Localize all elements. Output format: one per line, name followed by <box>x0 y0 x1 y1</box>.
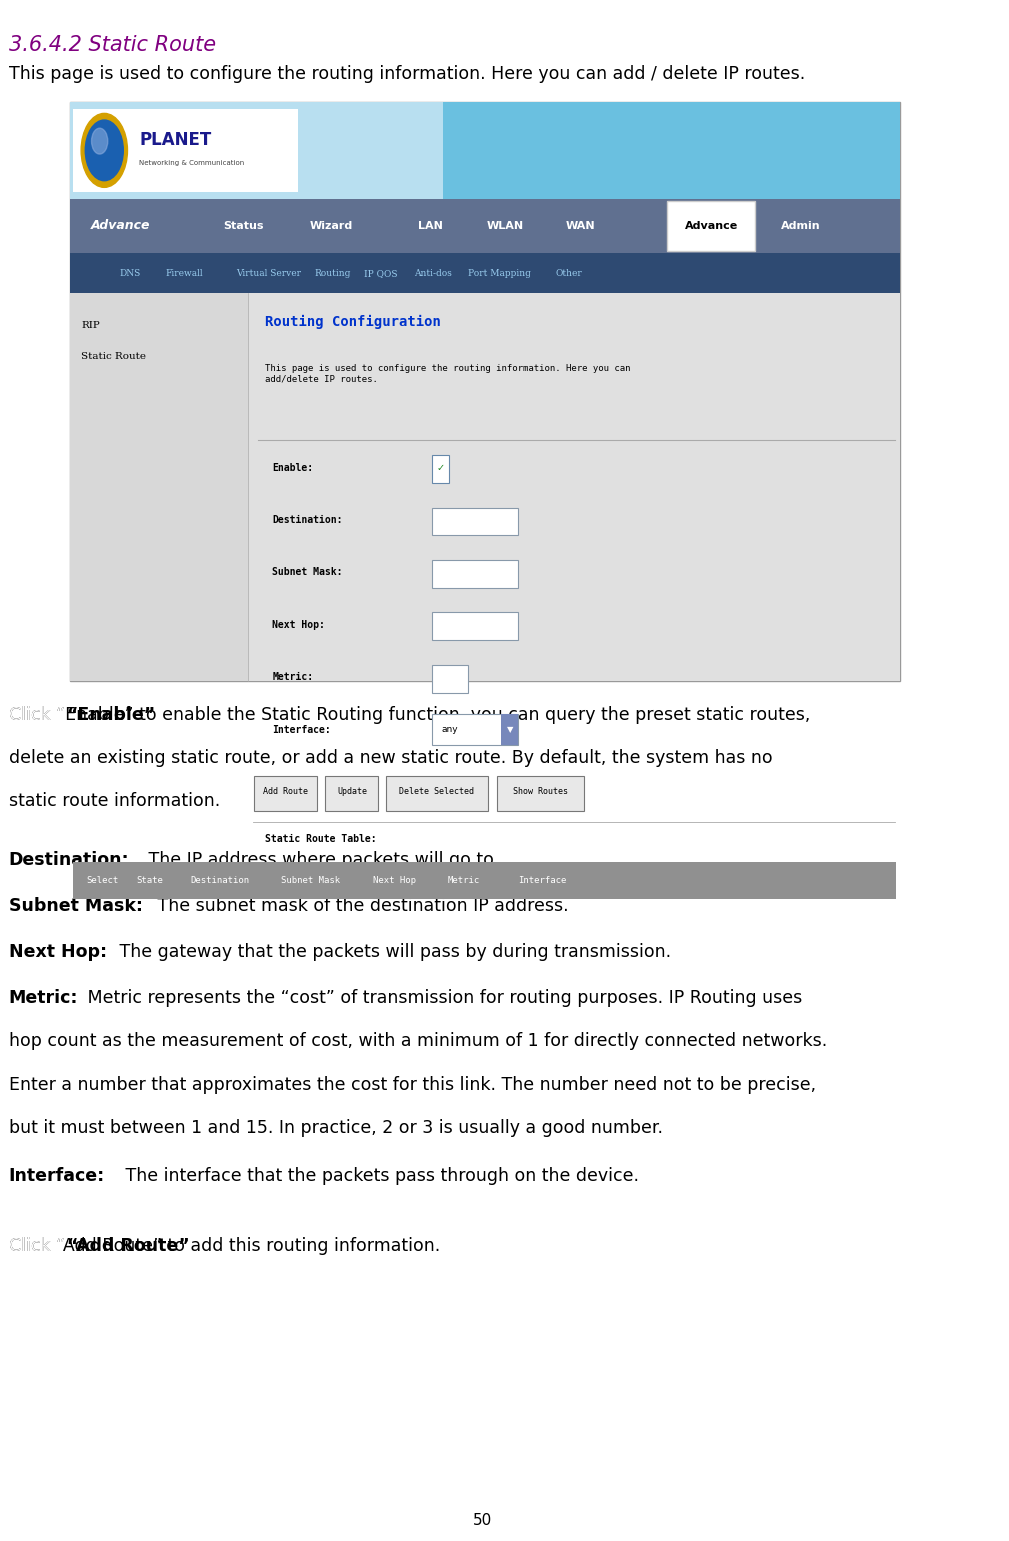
Text: Advance: Advance <box>91 219 150 233</box>
Text: Anti-dos: Anti-dos <box>414 268 452 277</box>
FancyBboxPatch shape <box>432 559 519 587</box>
Text: 3.6.4.2 Static Route: 3.6.4.2 Static Route <box>9 35 216 55</box>
Text: Subnet Mask:: Subnet Mask: <box>9 897 142 915</box>
FancyBboxPatch shape <box>248 293 900 681</box>
Text: Metric represents the “cost” of transmission for routing purposes. IP Routing us: Metric represents the “cost” of transmis… <box>82 989 802 1008</box>
Text: but it must between 1 and 15. In practice, 2 or 3 is usually a good number.: but it must between 1 and 15. In practic… <box>9 1119 663 1137</box>
Text: any: any <box>441 726 458 734</box>
Text: Delete Selected: Delete Selected <box>400 787 474 795</box>
Text: Enable:: Enable: <box>272 462 314 473</box>
Text: Firewall: Firewall <box>165 268 203 277</box>
Text: Wizard: Wizard <box>310 220 353 231</box>
FancyBboxPatch shape <box>74 109 298 191</box>
Text: PLANET: PLANET <box>139 131 211 148</box>
FancyBboxPatch shape <box>432 455 449 482</box>
Text: Next Hop: Next Hop <box>372 877 416 885</box>
Text: LAN: LAN <box>419 220 443 231</box>
FancyBboxPatch shape <box>254 775 317 811</box>
FancyBboxPatch shape <box>501 713 519 744</box>
Text: The subnet mask of the destination IP address.: The subnet mask of the destination IP ad… <box>151 897 568 915</box>
Text: Port Mapping: Port Mapping <box>468 268 531 277</box>
Text: Subnet Mask:: Subnet Mask: <box>272 567 343 578</box>
Text: static route information.: static route information. <box>9 792 220 811</box>
FancyBboxPatch shape <box>432 612 519 640</box>
Text: Update: Update <box>337 787 367 795</box>
Text: Select: Select <box>86 877 118 885</box>
FancyBboxPatch shape <box>70 293 248 681</box>
Text: RIP: RIP <box>81 321 100 330</box>
Text: WAN: WAN <box>565 220 595 231</box>
Text: Click “Add Route” to add this routing information.: Click “Add Route” to add this routing in… <box>9 1237 440 1256</box>
Text: DNS: DNS <box>119 268 140 277</box>
Text: Click “: Click “ <box>9 706 65 724</box>
Text: Routing: Routing <box>315 268 351 277</box>
Text: Click “Enable” to enable the Static Routing function, you can query the preset s: Click “Enable” to enable the Static Rout… <box>9 706 810 724</box>
Text: 50: 50 <box>473 1513 492 1529</box>
Text: Destination: Destination <box>190 877 249 885</box>
Text: Show Routes: Show Routes <box>514 787 568 795</box>
Text: Subnet Mask: Subnet Mask <box>282 877 340 885</box>
FancyBboxPatch shape <box>497 775 584 811</box>
Text: This page is used to configure the routing information. Here you can
add/delete : This page is used to configure the routi… <box>265 364 631 384</box>
FancyBboxPatch shape <box>432 507 519 535</box>
Text: Destination:: Destination: <box>9 851 129 869</box>
Text: Interface: Interface <box>518 877 566 885</box>
Text: Metric:: Metric: <box>272 672 314 683</box>
Circle shape <box>86 120 123 180</box>
FancyBboxPatch shape <box>443 102 900 199</box>
FancyBboxPatch shape <box>432 664 468 692</box>
FancyBboxPatch shape <box>70 199 900 253</box>
Text: The gateway that the packets will pass by during transmission.: The gateway that the packets will pass b… <box>114 943 671 962</box>
Text: Metric:: Metric: <box>9 989 78 1008</box>
FancyBboxPatch shape <box>668 200 755 251</box>
FancyBboxPatch shape <box>74 861 896 898</box>
Text: Advance: Advance <box>684 220 738 231</box>
Text: Other: Other <box>555 268 582 277</box>
Text: “Add Route”: “Add Route” <box>67 1237 190 1256</box>
Text: Metric: Metric <box>447 877 479 885</box>
Text: Networking & Communication: Networking & Communication <box>139 160 244 166</box>
Text: Enter a number that approximates the cost for this link. The number need not to : Enter a number that approximates the cos… <box>9 1076 816 1094</box>
Text: ▼: ▼ <box>507 726 513 734</box>
Text: Admin: Admin <box>781 220 820 231</box>
Text: Routing Configuration: Routing Configuration <box>265 314 441 330</box>
Text: Static Route Table:: Static Route Table: <box>265 834 377 844</box>
Text: Static Route: Static Route <box>81 351 146 361</box>
FancyBboxPatch shape <box>325 775 378 811</box>
FancyBboxPatch shape <box>432 713 519 744</box>
Text: Interface:: Interface: <box>9 1167 105 1185</box>
Text: IP QOS: IP QOS <box>364 268 398 277</box>
Text: The interface that the packets pass through on the device.: The interface that the packets pass thro… <box>120 1167 639 1185</box>
Text: Virtual Server: Virtual Server <box>236 268 301 277</box>
Text: delete an existing static route, or add a new static route. By default, the syst: delete an existing static route, or add … <box>9 749 772 767</box>
FancyBboxPatch shape <box>70 102 900 199</box>
Circle shape <box>81 114 127 188</box>
Text: Next Hop:: Next Hop: <box>9 943 107 962</box>
Text: ✓: ✓ <box>436 462 444 473</box>
Text: Next Hop:: Next Hop: <box>272 619 325 630</box>
Text: WLAN: WLAN <box>487 220 524 231</box>
Text: hop count as the measurement of cost, with a minimum of 1 for directly connected: hop count as the measurement of cost, wi… <box>9 1032 827 1051</box>
Text: The IP address where packets will go to.: The IP address where packets will go to. <box>143 851 499 869</box>
Text: Interface:: Interface: <box>272 724 331 735</box>
Text: Destination:: Destination: <box>272 515 343 525</box>
Text: “Enable”: “Enable” <box>67 706 155 724</box>
FancyBboxPatch shape <box>70 102 900 681</box>
Text: This page is used to configure the routing information. Here you can add / delet: This page is used to configure the routi… <box>9 65 805 83</box>
Text: State: State <box>136 877 162 885</box>
Text: Status: Status <box>224 220 264 231</box>
Text: Click “: Click “ <box>9 1237 65 1256</box>
Circle shape <box>92 128 108 154</box>
FancyBboxPatch shape <box>70 253 900 293</box>
Text: Add Route: Add Route <box>262 787 308 795</box>
FancyBboxPatch shape <box>386 775 487 811</box>
